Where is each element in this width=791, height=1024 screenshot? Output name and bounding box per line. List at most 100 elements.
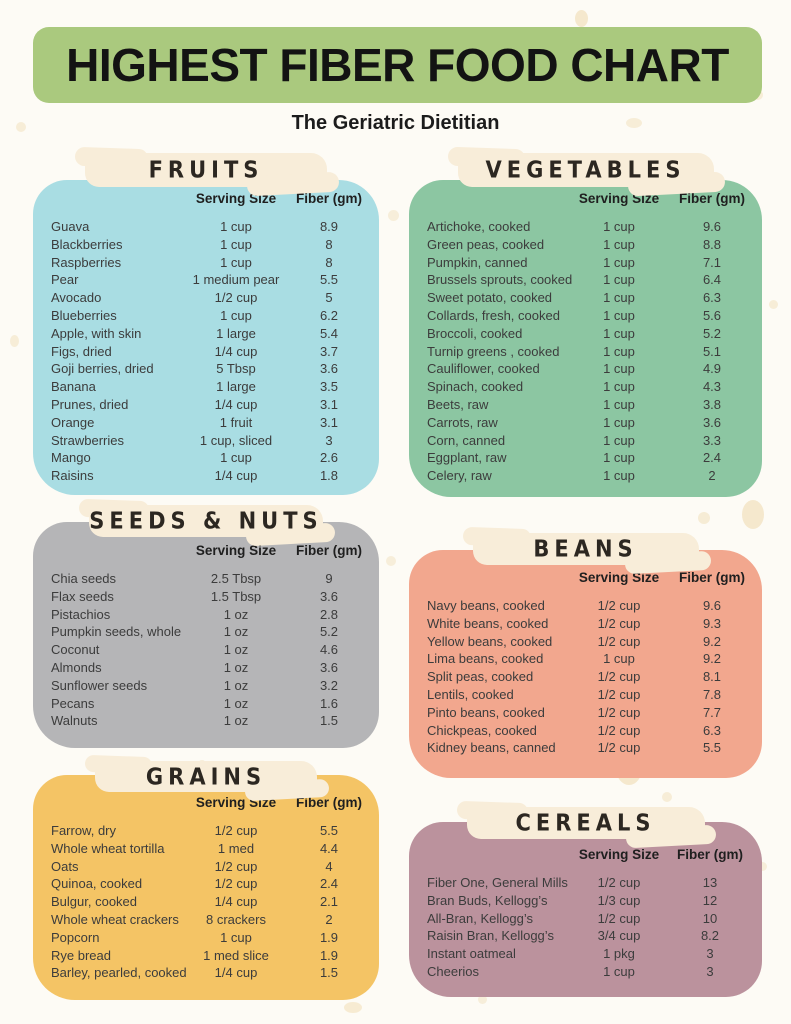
serving-size: 1 cup [603,343,635,359]
fiber-value: 7.7 [702,704,722,720]
table-body: Fiber One, General Mills 1/2 cup 13 Bran Bu… [427,874,752,981]
table-row: Raisins 1/4 cup 1.8 [51,467,369,485]
food-name: Raspberries [51,254,122,270]
food-name: Celery, raw [427,468,492,484]
serving-size: 3/4 cup [597,928,641,944]
serving-size: 1 cup [220,450,252,466]
column-header-fiber: Fiber (gm) [679,191,745,206]
food-name: Coconut [51,642,100,658]
serving-size: 1 cup [603,361,635,377]
food-name: Barley, pearled, cooked [51,965,187,981]
food-name: Mango [51,450,91,466]
food-name: Pear [51,272,79,288]
serving-size: 1 cup [603,219,635,234]
table-row: Banana 1 large 3.5 [51,378,369,396]
title-banner: HIGHEST FIBER FOOD CHART [33,27,762,103]
column-header-fiber: Fiber (gm) [296,795,362,810]
table-row: Brussels sprouts, cooked 1 cup 6.4 [427,271,752,289]
section-card-grains: GRAINS Serving Size Fiber (gm) Farrow, d… [33,761,379,1000]
fiber-value: 3.6 [319,588,339,604]
section-card-vegetables: VEGETABLES Serving Size Fiber (gm) Artic… [409,153,762,497]
serving-size: 1 cup [603,254,635,270]
food-name: Walnuts [51,713,98,729]
fiber-value: 9.6 [702,219,722,234]
serving-size: 1 cup [603,272,635,288]
food-name: Carrots, raw [427,414,498,430]
serving-size: 1 oz [223,624,249,640]
food-table: Serving Size Fiber (gm) Artichoke, cooke… [409,180,762,485]
fiber-value: 3.1 [319,396,339,412]
fiber-value: 3.6 [319,659,339,675]
table-row: Apple, with skin 1 large 5.4 [51,325,369,343]
background-speckle [16,122,26,132]
table-row: Cheerios 1 cup 3 [427,963,752,981]
section-title: VEGETABLES [485,157,686,183]
table-row: Blueberries 1 cup 6.2 [51,307,369,325]
table-row: Bulgur, cooked 1/4 cup 2.1 [51,893,369,911]
food-name: Broccoli, cooked [427,325,523,341]
serving-size: 2.5 Tbsp [210,571,262,586]
table-row: Oats 1/2 cup 4 [51,858,369,876]
food-table: Serving Size Fiber (gm) Fiber One, Gener… [409,822,762,981]
fiber-value: 5 [325,290,333,306]
table-row: Navy beans, cooked 1/2 cup 9.6 [427,597,752,615]
food-name: Raisins [51,468,94,484]
section-card-beans: BEANS Serving Size Fiber (gm) Navy beans… [409,533,762,778]
fiber-value: 5.4 [319,325,339,341]
fiber-value: 13 [702,875,718,890]
section-banner: SEEDS & NUTS [89,505,323,537]
food-name: Quinoa, cooked [51,876,143,892]
fiber-value: 3 [706,946,714,962]
fiber-value: 3.6 [319,361,339,377]
section-title: GRAINS [145,763,267,790]
table-row: Collards, fresh, cooked 1 cup 5.6 [427,307,752,325]
fiber-value: 8 [325,254,333,270]
food-name: Cheerios [427,963,480,979]
food-table: Serving Size Fiber (gm) Farrow, dry 1/2 c… [33,775,379,982]
table-body: Chia seeds 2.5 Tbsp 9 Flax seeds 1.5 Tbsp 3.6… [51,570,369,730]
background-speckle [662,792,672,802]
fiber-value: 5.5 [702,740,722,756]
serving-size: 1 cup [603,432,635,448]
background-speckle [386,556,396,566]
table-row: Figs, dried 1/4 cup 3.7 [51,343,369,361]
fiber-value: 4 [325,858,333,874]
serving-size: 1 med [217,840,255,856]
serving-size: 1 large [216,325,256,341]
fiber-value: 3.5 [319,379,339,395]
table-row: Guava 1 cup 8.9 [51,218,369,236]
section-banner: GRAINS [95,761,317,792]
serving-size: 1/2 cup [597,875,641,890]
food-name: Cauliflower, cooked [427,361,540,377]
section-card-seeds-nuts: SEEDS & NUTS Serving Size Fiber (gm) Chi… [33,505,379,748]
serving-size: 1 med slice [203,947,269,963]
serving-size: 1 cup [603,379,635,395]
fiber-value: 5.5 [319,823,339,838]
table-row: Blackberries 1 cup 8 [51,236,369,254]
table-header-row: Serving Size Fiber (gm) [427,190,752,208]
table-row: Cauliflower, cooked 1 cup 4.9 [427,360,752,378]
table-row: Farrow, dry 1/2 cup 5.5 [51,822,369,840]
fiber-value: 6.3 [702,722,722,738]
fiber-value: 4.4 [319,840,339,856]
food-table: Serving Size Fiber (gm) Guava 1 cup 8.9 Bla… [33,180,379,485]
table-header-row: Serving Size Fiber (gm) [51,190,369,208]
fiber-value: 9.2 [702,651,722,667]
fiber-value: 5.2 [702,325,722,341]
fiber-value: 7.8 [702,686,722,702]
column-header-fiber: Fiber (gm) [677,847,743,862]
serving-size: 5 Tbsp [216,361,256,377]
fiber-value: 8 [325,236,333,252]
serving-size: 1 cup [603,290,635,306]
fiber-value: 4.3 [702,379,722,395]
food-name: Fiber One, General Mills [427,875,568,890]
table-row: Spinach, cooked 1 cup 4.3 [427,378,752,396]
table-body: Navy beans, cooked 1/2 cup 9.6 White beans,… [427,597,752,757]
table-body: Farrow, dry 1/2 cup 5.5 Whole wheat tortill… [51,822,369,982]
food-name: Pistachios [51,606,111,622]
serving-size: 1/2 cup [214,823,258,838]
column-header-fiber: Fiber (gm) [296,191,362,206]
serving-size: 1 cup [603,651,635,667]
table-row: All-Bran, Kellogg’s 1/2 cup 10 [427,910,752,928]
